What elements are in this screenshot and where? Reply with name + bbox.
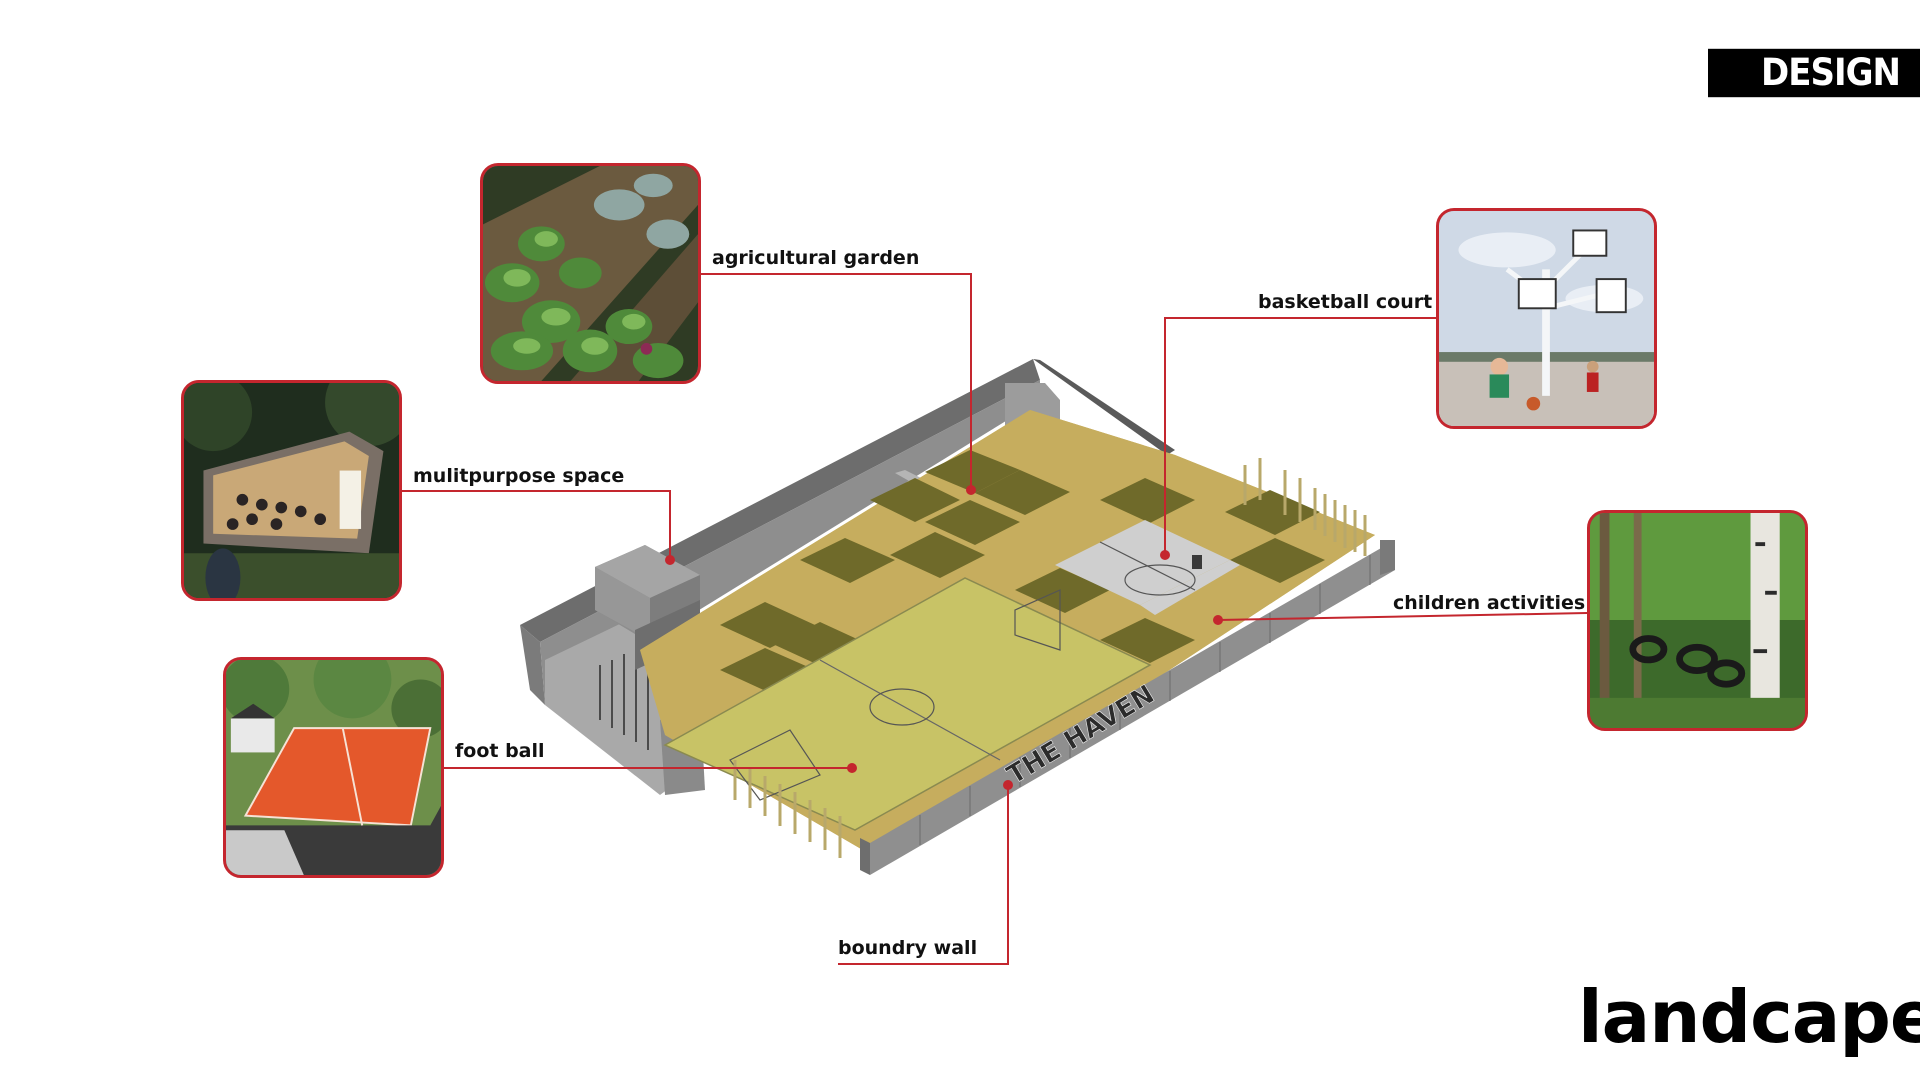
leader-dots — [665, 485, 1223, 790]
basketball-court-photo — [1436, 208, 1657, 429]
leader-agricultural-garden — [701, 273, 972, 490]
leader-basketball-court — [1164, 317, 1436, 555]
basketball-court-plan — [1055, 520, 1240, 615]
leader-boundry-wall — [838, 785, 1009, 965]
leader-children-activities — [1217, 612, 1588, 621]
football-photo — [223, 657, 444, 878]
label-basketball-court: basketball court — [1258, 291, 1433, 313]
label-boundry-wall: boundry wall — [838, 937, 978, 959]
label-agricultural-garden: agricultural garden — [712, 247, 920, 269]
label-children-activities: children activities — [1393, 592, 1586, 614]
page-title: landcape — [1578, 975, 1920, 1059]
leader-multipurpose-space — [402, 490, 671, 560]
multipurpose-space-photo — [181, 380, 402, 601]
garden-tiles — [720, 450, 1325, 693]
boundary-wall — [860, 540, 1395, 875]
leader-lines — [402, 273, 1588, 965]
agricultural-garden-photo — [480, 163, 701, 384]
fence-posts — [733, 458, 1367, 858]
design-tag: DESIGN — [1708, 48, 1920, 98]
label-multipurpose-space: mulitpurpose space — [413, 465, 625, 487]
label-foot-ball: foot ball — [455, 740, 545, 762]
children-activities-photo — [1587, 510, 1808, 731]
